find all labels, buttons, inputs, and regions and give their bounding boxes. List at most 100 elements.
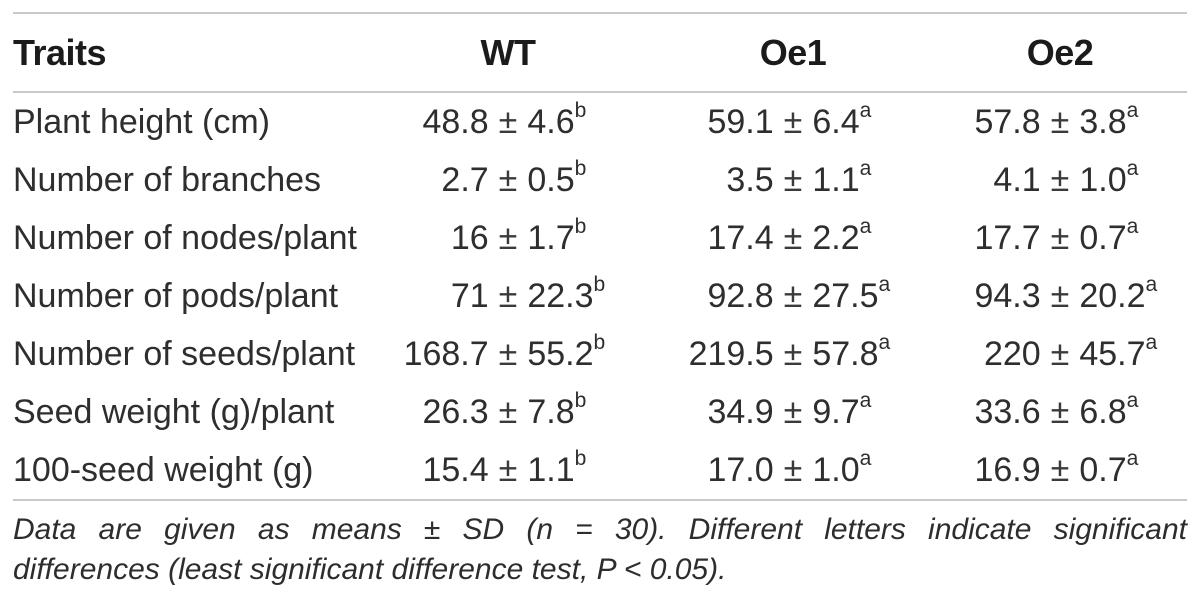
plus-minus-symbol: ± [498, 160, 518, 199]
plus-minus-symbol: ± [783, 334, 803, 373]
table-row: Number of nodes/plant 16 ±1.7b 17.4 ±2.2a 17.… [13, 209, 1187, 267]
value-cell: 71 ±22.3b [363, 273, 653, 316]
plus-minus-symbol: ± [1050, 218, 1070, 257]
trait-label: Number of seeds/plant [13, 334, 356, 373]
value-cell: 16 ±1.7b [363, 215, 653, 258]
cell-mean: 4.1 [993, 160, 1041, 199]
plus-minus-symbol: ± [783, 392, 803, 431]
plus-minus-symbol: ± [1050, 392, 1070, 431]
cell-sd: 1.7b [527, 215, 587, 257]
cell-mean: 220 [983, 334, 1041, 373]
cell-mean: 71 [450, 276, 489, 315]
plus-minus-symbol: ± [783, 160, 803, 199]
cell-sd: 1.0a [812, 447, 872, 489]
significance-letter: a [859, 447, 872, 471]
value-cell: 15.4 ±1.1b [363, 447, 653, 490]
cell-sd: 3.8a [1079, 99, 1139, 141]
column-header-oe1: Oe1 [759, 31, 827, 73]
table-row: Seed weight (g)/plant 26.3 ±7.8b 34.9 ±9.7a 3… [13, 383, 1187, 441]
cell-mean: 57.8 [974, 102, 1041, 141]
value-cell: 17.0 ±1.0a [653, 447, 933, 490]
cell-sd: 6.8a [1079, 389, 1139, 431]
value-cell: 34.9 ±9.7a [653, 389, 933, 432]
plus-minus-symbol: ± [1050, 334, 1070, 373]
cell-sd: 1.1a [812, 157, 872, 199]
value-cell: 17.7 ±0.7a [933, 215, 1187, 258]
cell-mean: 16.9 [974, 450, 1041, 489]
cell-sd: 4.6b [527, 99, 587, 141]
value-cell: 220 ±45.7a [933, 331, 1187, 374]
plus-minus-symbol: ± [1050, 160, 1070, 199]
significance-letter: b [574, 157, 587, 181]
plus-minus-symbol: ± [1050, 276, 1070, 315]
significance-letter: a [1126, 157, 1139, 181]
trait-label: Seed weight (g)/plant [13, 392, 335, 431]
cell-mean: 17.4 [707, 218, 774, 257]
cell-sd: 55.2b [527, 331, 606, 373]
cell-sd: 2.2a [812, 215, 872, 257]
column-header-wt: WT [480, 31, 536, 73]
cell-sd: 6.4a [812, 99, 872, 141]
table-row: Plant height (cm) 48.8 ±4.6b 59.1 ±6.4a 57.8 ±… [13, 93, 1187, 151]
cell-mean: 94.3 [974, 276, 1041, 315]
table-header-row: Traits WT Oe1 Oe2 [13, 14, 1187, 91]
table-row: Number of branches 2.7 ±0.5b 3.5 ±1.1a 4.1 ±1.… [13, 151, 1187, 209]
value-cell: 33.6 ±6.8a [933, 389, 1187, 432]
cell-mean: 92.8 [707, 276, 774, 315]
plus-minus-symbol: ± [498, 450, 518, 489]
table-top-rule [13, 12, 1187, 14]
cell-sd: 9.7a [812, 389, 872, 431]
cell-mean: 168.7 [403, 334, 489, 373]
significance-letter: a [1126, 215, 1139, 239]
cell-mean: 2.7 [441, 160, 489, 199]
value-cell: 17.4 ±2.2a [653, 215, 933, 258]
value-cell: 48.8 ±4.6b [363, 99, 653, 142]
cell-sd: 1.0a [1079, 157, 1139, 199]
value-cell: 59.1 ±6.4a [653, 99, 933, 142]
value-cell: 92.8 ±27.5a [653, 274, 933, 316]
table-bottom-rule [13, 499, 1187, 501]
significance-letter: b [593, 331, 606, 355]
plus-minus-symbol: ± [498, 102, 518, 141]
column-header-oe2: Oe2 [1026, 31, 1094, 73]
cell-mean: 26.3 [422, 392, 489, 431]
cell-sd: 0.5b [527, 157, 587, 199]
cell-sd: 45.7a [1079, 331, 1158, 373]
value-cell: 219.5 ±57.8a [653, 332, 933, 374]
footnote-line-2: differences (least significant differenc… [13, 553, 727, 586]
significance-letter: a [878, 273, 891, 297]
value-cell: 94.3 ±20.2a [933, 274, 1187, 316]
cell-mean: 17.7 [974, 218, 1041, 257]
plus-minus-symbol: ± [498, 334, 518, 373]
trait-label: Plant height (cm) [13, 102, 270, 141]
significance-letter: a [859, 99, 872, 123]
cell-sd: 1.1b [527, 447, 587, 489]
table-row: 100-seed weight (g) 15.4 ±1.1b 17.0 ±1.0a 16.… [13, 441, 1187, 499]
column-header-traits: Traits [13, 31, 107, 73]
significance-letter: a [859, 215, 872, 239]
cell-mean: 15.4 [422, 450, 489, 489]
value-cell: 26.3 ±7.8b [363, 390, 653, 432]
cell-mean: 48.8 [422, 102, 489, 141]
trait-label: Number of pods/plant [13, 276, 339, 315]
cell-mean: 219.5 [688, 334, 774, 373]
significance-letter: a [1126, 99, 1139, 123]
value-cell: 4.1 ±1.0a [933, 157, 1187, 200]
trait-label: Number of branches [13, 160, 322, 199]
plus-minus-symbol: ± [783, 276, 803, 315]
plus-minus-symbol: ± [783, 450, 803, 489]
value-cell: 16.9 ±0.7a [933, 448, 1187, 490]
trait-label: Number of nodes/plant [13, 218, 357, 257]
plus-minus-symbol: ± [783, 102, 803, 141]
cell-sd: 22.3b [527, 273, 606, 315]
cell-mean: 34.9 [707, 392, 774, 431]
value-cell: 57.8 ±3.8a [933, 99, 1187, 142]
significance-letter: a [878, 331, 891, 355]
significance-letter: b [593, 273, 606, 297]
plus-minus-symbol: ± [498, 218, 518, 257]
cell-sd: 0.7a [1079, 215, 1139, 257]
significance-letter: a [859, 157, 872, 181]
significance-letter: a [1126, 447, 1139, 471]
value-cell: 3.5 ±1.1a [653, 157, 933, 200]
